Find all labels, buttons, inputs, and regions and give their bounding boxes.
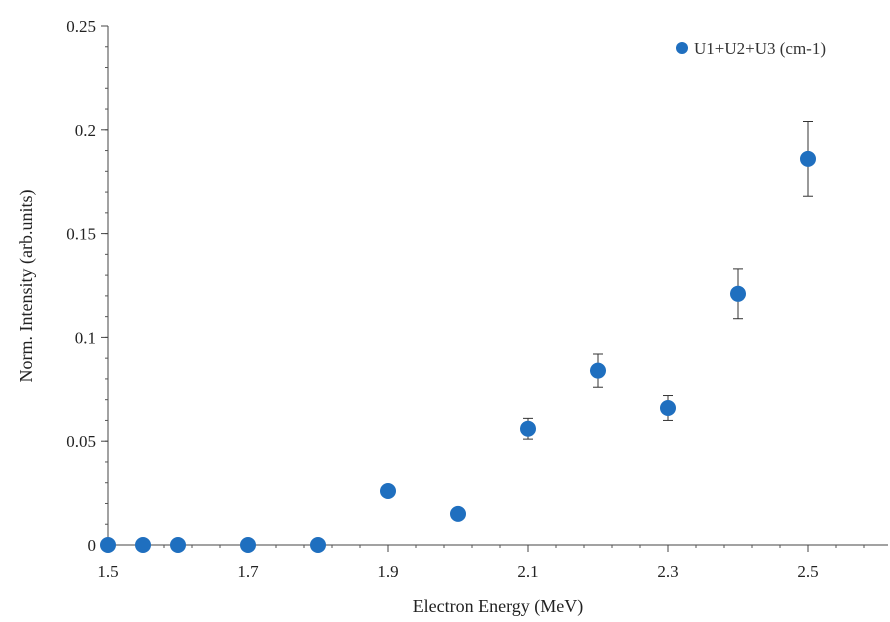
y-tick-label: 0.2 bbox=[75, 121, 96, 140]
data-point bbox=[660, 399, 676, 416]
x-tick-label: 1.7 bbox=[237, 562, 259, 581]
data-point bbox=[100, 537, 116, 553]
data-point bbox=[730, 285, 746, 302]
data-point bbox=[800, 150, 816, 167]
data-point bbox=[380, 483, 396, 500]
y-tick-label: 0.1 bbox=[75, 328, 96, 347]
axes bbox=[107, 26, 888, 546]
y-tick-label: 0.05 bbox=[66, 432, 96, 451]
x-tick-label: 2.5 bbox=[797, 562, 818, 581]
data-point bbox=[135, 537, 151, 553]
y-tick-label: 0.15 bbox=[66, 225, 96, 244]
data-point bbox=[450, 505, 466, 522]
data-point bbox=[520, 420, 536, 437]
data-point bbox=[240, 537, 256, 553]
data-point bbox=[590, 362, 606, 379]
x-tick-label: 1.5 bbox=[97, 562, 118, 581]
legend: U1+U2+U3 (cm-1) bbox=[676, 39, 826, 58]
y-axis-title: Norm. Intensity (arb.units) bbox=[16, 190, 37, 383]
error-bars bbox=[523, 120, 813, 440]
y-tick-label: 0.25 bbox=[66, 17, 96, 36]
x-axis-title: Electron Energy (MeV) bbox=[413, 596, 584, 617]
y-ticks: 0 0.05 0.1 0.15 0.2 0.25 bbox=[66, 17, 108, 555]
y-tick-label: 0 bbox=[88, 536, 97, 555]
x-tick-label: 2.3 bbox=[657, 562, 678, 581]
legend-marker bbox=[676, 42, 688, 54]
data-point bbox=[170, 537, 186, 553]
data-points bbox=[100, 150, 816, 553]
legend-label: U1+U2+U3 (cm-1) bbox=[694, 39, 826, 58]
x-ticks: 1.5 1.7 1.9 2.1 2.3 2.5 bbox=[97, 545, 865, 581]
data-point bbox=[310, 537, 326, 553]
x-tick-label: 2.1 bbox=[517, 562, 538, 581]
x-tick-label: 1.9 bbox=[377, 562, 398, 581]
